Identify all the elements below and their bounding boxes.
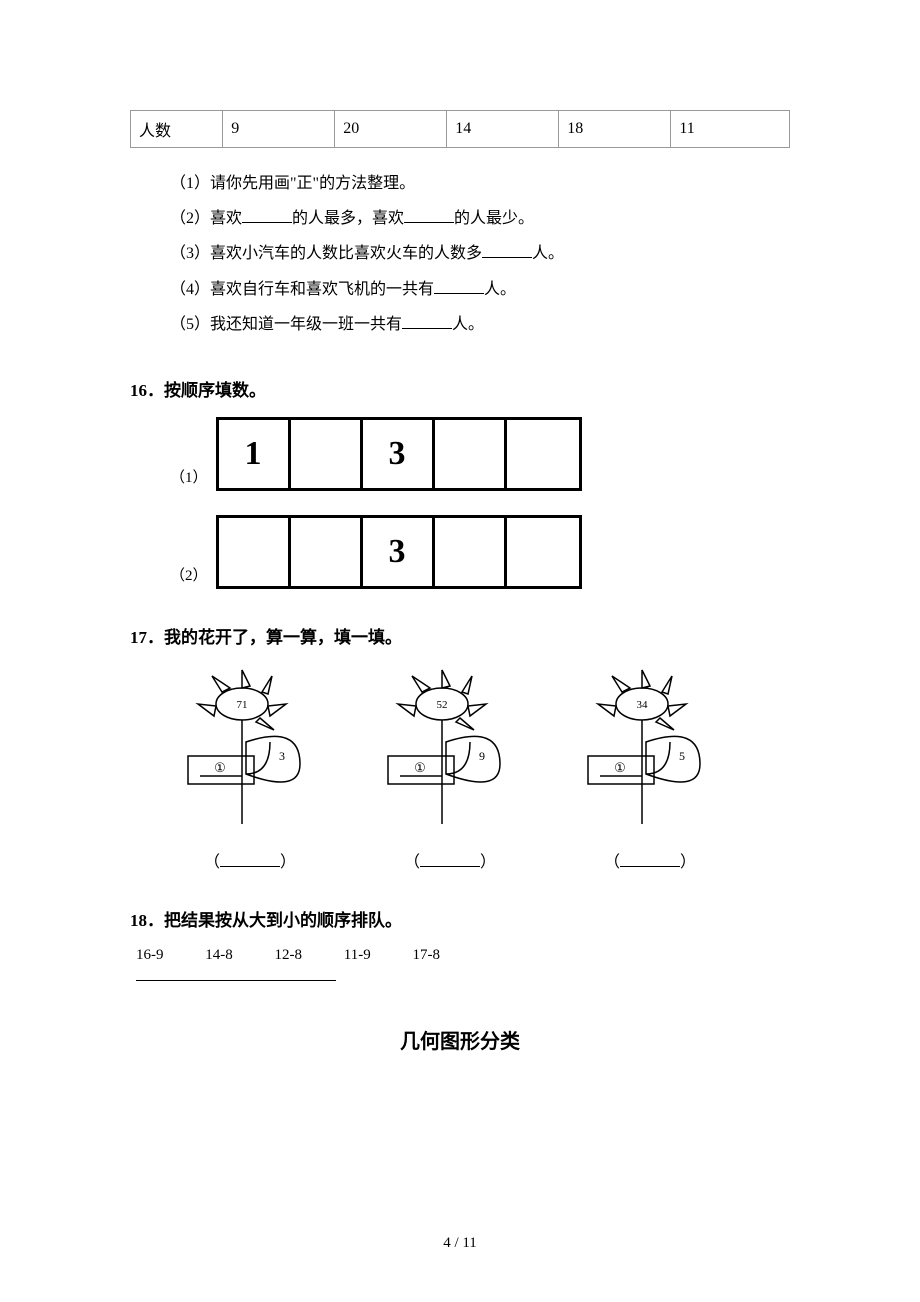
paren: ） — [280, 854, 296, 871]
blank — [402, 313, 452, 329]
seq-cell — [219, 518, 291, 586]
text: 人。 — [532, 245, 564, 262]
flower-icon: 34 5 ① — [570, 664, 730, 834]
flower-row: 71 3 ① （） — [130, 664, 790, 872]
flower-sign: ① — [414, 760, 426, 775]
blank — [220, 851, 280, 867]
seq-cell — [291, 420, 363, 488]
blank — [434, 278, 484, 294]
q16-seq1: （1） 1 3 — [130, 417, 790, 491]
q15-1: （1）请你先用画"正"的方法整理。 — [130, 166, 790, 201]
flower-1: 71 3 ① （） — [170, 664, 330, 872]
flower-leaf: 9 — [479, 749, 485, 763]
count-table: 人数 9 20 14 18 11 — [130, 110, 790, 148]
answer-blank: （） — [170, 848, 330, 872]
paren: （ — [404, 854, 420, 871]
section-heading: 几何图形分类 — [130, 1025, 790, 1054]
expr: 17-8 — [412, 947, 440, 963]
text: （2）喜欢 — [170, 210, 242, 227]
paren: ） — [480, 854, 496, 871]
q15-4: （4）喜欢自行车和喜欢飞机的一共有 人。 — [130, 272, 790, 307]
seq-box: 3 — [216, 515, 582, 589]
blank — [482, 242, 532, 258]
table-cell: 人数 — [131, 111, 223, 148]
seq-box: 1 3 — [216, 417, 582, 491]
q16-seq2: （2） 3 — [130, 515, 790, 589]
flower-2: 52 9 ① （） — [370, 664, 530, 872]
seq-cell — [435, 420, 507, 488]
page-number: 4 / 11 — [0, 1235, 920, 1252]
paren: ） — [680, 854, 696, 871]
expr: 14-8 — [205, 947, 233, 963]
flower-center: 34 — [637, 699, 649, 711]
text: 的人最少。 — [454, 210, 534, 227]
text: 人。 — [484, 281, 516, 298]
table-cell: 9 — [223, 111, 335, 148]
expr: 16-9 — [136, 947, 164, 963]
table-cell: 11 — [671, 111, 790, 148]
flower-icon: 52 9 ① — [370, 664, 530, 834]
seq-cell — [507, 420, 579, 488]
text: 的人最多，喜欢 — [292, 210, 404, 227]
expr: 12-8 — [275, 947, 303, 963]
text: 人。 — [452, 316, 484, 333]
flower-leaf: 3 — [279, 749, 285, 763]
flower-sign: ① — [614, 760, 626, 775]
blank — [620, 851, 680, 867]
blank — [404, 207, 454, 223]
paren: （ — [604, 854, 620, 871]
q18-exprs: 16-9 14-8 12-8 11-9 17-8 — [130, 947, 790, 964]
q15-2: （2）喜欢 的人最多，喜欢 的人最少。 — [130, 201, 790, 236]
table-row: 人数 9 20 14 18 11 — [131, 111, 790, 148]
flower-center: 71 — [237, 699, 248, 711]
q15-5: （5）我还知道一年级一班一共有 人。 — [130, 307, 790, 342]
expr: 11-9 — [344, 947, 371, 963]
flower-center: 52 — [437, 699, 448, 711]
text: （5）我还知道一年级一班一共有 — [170, 316, 402, 333]
blank — [420, 851, 480, 867]
seq-cell: 1 — [219, 420, 291, 488]
blank — [242, 207, 292, 223]
table-cell: 20 — [335, 111, 447, 148]
answer-blank: （） — [570, 848, 730, 872]
seq-cell: 3 — [363, 420, 435, 488]
seq-label: （2） — [170, 564, 208, 589]
q17-title: 17．我的花开了，算一算，填一填。 — [130, 623, 790, 648]
seq-cell: 3 — [363, 518, 435, 586]
seq-cell — [435, 518, 507, 586]
table-cell: 18 — [559, 111, 671, 148]
flower-icon: 71 3 ① — [170, 664, 330, 834]
q18-title: 18．把结果按从大到小的顺序排队。 — [130, 906, 790, 931]
flower-3: 34 5 ① （） — [570, 664, 730, 872]
q15-3: （3）喜欢小汽车的人数比喜欢火车的人数多 人。 — [130, 236, 790, 271]
table-cell: 14 — [447, 111, 559, 148]
text: （4）喜欢自行车和喜欢飞机的一共有 — [170, 281, 434, 298]
answer-line — [136, 980, 336, 981]
seq-cell — [507, 518, 579, 586]
seq-label: （1） — [170, 466, 208, 491]
flower-leaf: 5 — [679, 749, 685, 763]
text: （3）喜欢小汽车的人数比喜欢火车的人数多 — [170, 245, 482, 262]
seq-cell — [291, 518, 363, 586]
flower-sign: ① — [214, 760, 226, 775]
q16-title: 16．按顺序填数。 — [130, 376, 790, 401]
paren: （ — [204, 854, 220, 871]
answer-blank: （） — [370, 848, 530, 872]
